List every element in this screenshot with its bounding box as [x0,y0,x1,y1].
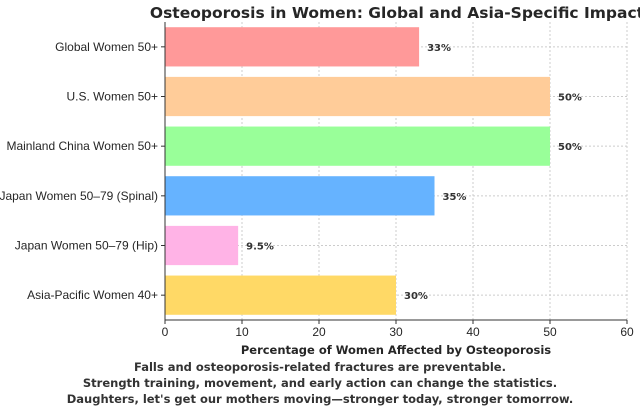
y-tick-label: Asia-Pacific Women 40+ [27,288,158,302]
data-label: 33% [427,43,451,54]
y-tick-label: Mainland China Women 50+ [6,139,158,153]
y-tick-label: U.S. Women 50+ [67,90,159,104]
data-label: 35% [443,192,467,203]
bar [165,126,550,166]
x-tick-label: 60 [620,325,634,339]
x-tick-label: 10 [235,325,249,339]
x-tick-label: 40 [466,325,480,339]
y-tick-label: Japan Women 50–79 (Spinal) [0,189,158,203]
x-tick-label: 30 [389,325,403,339]
bar [165,176,435,216]
x-tick-label: 0 [162,325,169,339]
bar [165,27,420,67]
bar [165,76,550,117]
data-label: 30% [404,291,428,302]
y-tick-label: Japan Women 50–79 (Hip) [15,239,158,253]
footer-line-2: Strength training, movement, and early a… [83,376,557,390]
x-tick-label: 50 [543,325,557,339]
footer-line-1: Falls and osteoporosis-related fractures… [134,360,506,374]
data-label: 9.5% [246,242,274,253]
x-tick-label: 20 [312,325,326,339]
bar [165,225,239,266]
bar [165,275,396,315]
data-label: 50% [558,93,582,104]
data-label: 50% [558,142,582,153]
footer-line-3: Daughters, let's get our mothers moving—… [67,392,574,406]
y-tick-label: Global Women 50+ [55,40,158,54]
chart-title: Osteoporosis in Women: Global and Asia-S… [150,4,640,22]
x-axis-label: Percentage of Women Affected by Osteopor… [241,343,551,357]
